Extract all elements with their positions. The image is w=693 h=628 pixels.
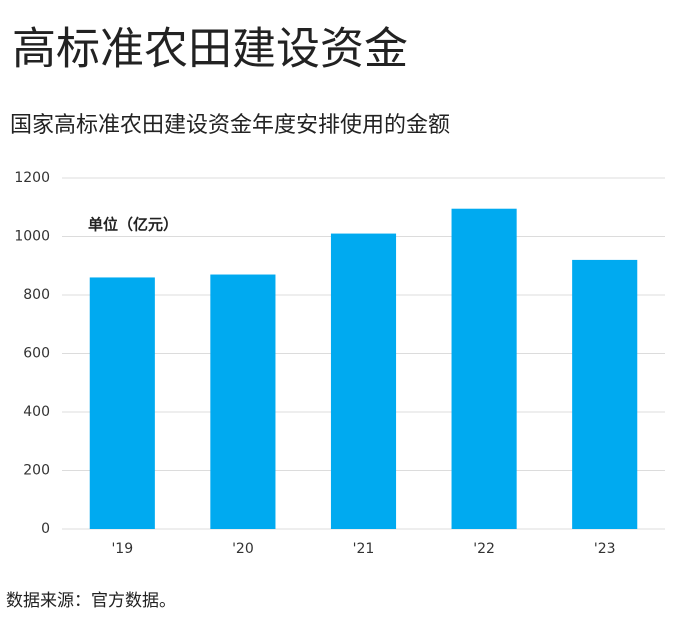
bar xyxy=(572,259,638,529)
y-tick-label: 1000 xyxy=(14,229,50,245)
y-tick-label: 200 xyxy=(23,463,50,479)
x-tick-label: '19 xyxy=(111,541,133,557)
y-tick-label: 600 xyxy=(23,346,50,362)
x-tick-label: '21 xyxy=(353,541,375,557)
unit-annotation: 单位（亿元） xyxy=(88,216,178,234)
y-tick-label: 1200 xyxy=(14,170,50,186)
source-note: 数据来源：官方数据。 xyxy=(6,591,176,611)
y-tick-label: 400 xyxy=(23,404,50,420)
chart-title: 高标准农田建设资金 xyxy=(12,24,408,75)
x-tick-label: '20 xyxy=(232,541,254,557)
y-tick-label: 800 xyxy=(23,287,50,303)
x-tick-label: '23 xyxy=(594,541,616,557)
bar xyxy=(210,274,276,529)
chart-subtitle: 国家高标准农田建设资金年度安排使用的金额 xyxy=(10,113,450,138)
x-tick-label: '22 xyxy=(473,541,495,557)
y-tick-label: 0 xyxy=(41,521,50,537)
bar xyxy=(330,233,397,529)
bar xyxy=(451,208,517,529)
bar xyxy=(89,277,155,529)
